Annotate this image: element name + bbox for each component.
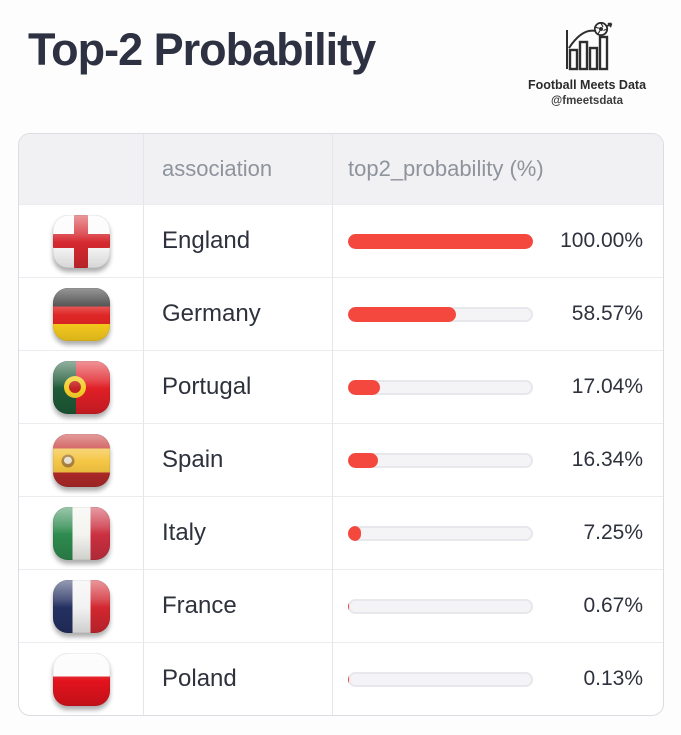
probability-value: 17.04% [571,375,643,398]
flag-cell [19,350,143,423]
association-cell: Spain [143,423,332,496]
association-cell: Germany [143,277,332,350]
probability-cell: 58.57% [332,277,663,350]
probability-value: 7.25% [583,521,643,544]
association-cell: Portugal [143,350,332,423]
probability-bar-track [348,379,533,395]
association-name: Italy [162,519,207,546]
header-association: association [143,134,332,204]
association-name: Poland [162,665,237,692]
probability-bar-track [348,452,533,468]
flag-cell [19,642,143,715]
probability-bar-track [348,598,533,614]
probability-bar-fill [348,452,379,468]
association-name: England [162,227,251,254]
brand-handle: @fmeetsdata [551,94,623,107]
probability-value: 58.57% [571,302,643,325]
probability-cell: 0.67% [332,569,663,642]
probability-value: 0.67% [583,594,643,617]
flag-icon-france [52,579,110,633]
probability-bar-track [348,671,533,687]
flag-emblem [64,376,87,398]
flag-gloss [52,579,110,633]
probability-cell: 16.34% [332,423,663,496]
probability-value: 16.34% [571,448,643,471]
flag-icon-poland [52,652,110,706]
header-flag-column [19,134,143,204]
flag-cell [19,569,143,642]
probability-cell: 7.25% [332,496,663,569]
page-title: Top-2 Probability [28,24,376,75]
flag-emblem [61,454,75,468]
flag-gloss [52,287,110,341]
flag-icon-england [52,214,110,268]
association-name: France [162,592,237,619]
flag-cell [19,277,143,350]
bar-chart-football-logo-icon [566,22,613,71]
probability-bar-fill [348,598,350,614]
probability-cell: 17.04% [332,350,663,423]
probability-cell: 0.13% [332,642,663,715]
association-cell: Poland [143,642,332,715]
probability-bar-fill [348,379,380,395]
flag-gloss [52,506,110,560]
brand-block: Football Meets Data @fmeetsdata [507,22,667,109]
association-name: Germany [162,300,261,327]
flag-cell [19,496,143,569]
association-cell: France [143,569,332,642]
flag-cell [19,204,143,277]
association-name: Spain [162,446,224,473]
probability-value: 100.00% [560,229,643,252]
brand-name: Football Meets Data [527,78,647,92]
flag-icon-portugal [52,360,110,414]
probability-cell: 100.00% [332,204,663,277]
association-cell: England [143,204,332,277]
association-name: Portugal [162,373,252,400]
header-top2-probability: top2_probability (%) [332,134,663,204]
probability-value: 0.13% [583,667,643,690]
flag-icon-italy [52,506,110,560]
flag-cross-horizontal [52,234,110,248]
probability-bar-track [348,525,533,541]
probability-bar-track [348,306,533,322]
probability-table: association top2_probability (%) England… [18,133,664,716]
probability-bar-fill [348,306,457,322]
flag-icon-spain [52,433,110,487]
association-cell: Italy [143,496,332,569]
flag-icon-germany [52,287,110,341]
flag-gloss [52,652,110,706]
probability-bar-fill [348,525,362,541]
probability-bar-track [348,233,533,249]
flag-cell [19,423,143,496]
probability-bar-fill [348,233,533,249]
